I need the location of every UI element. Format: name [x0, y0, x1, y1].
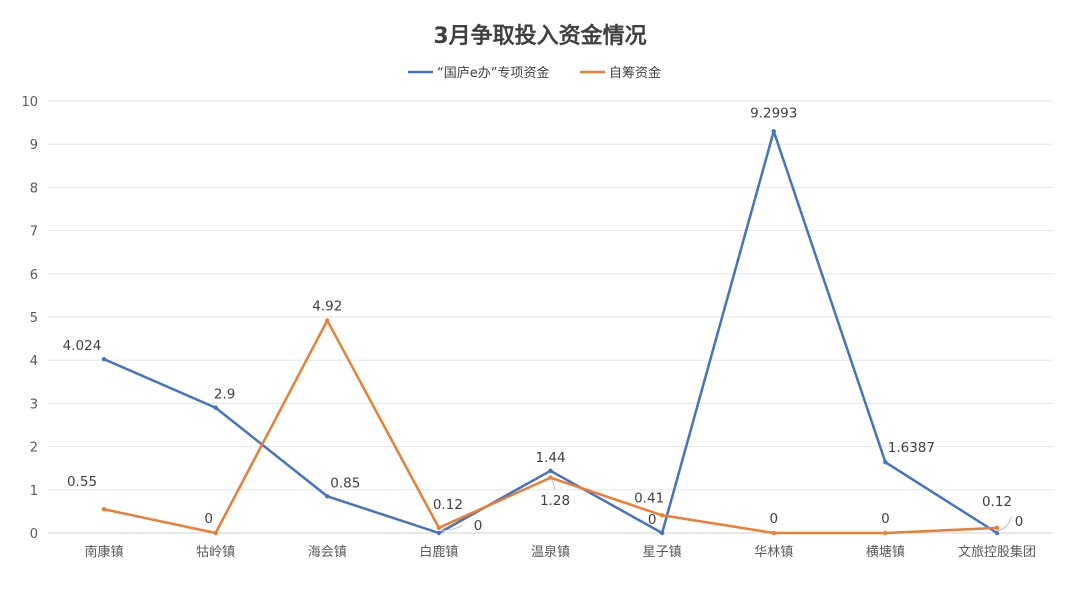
data-point	[994, 525, 1000, 531]
data-point	[659, 530, 665, 536]
y-tick-label: 2	[30, 441, 38, 456]
gridlines	[48, 100, 1053, 534]
label-leader	[549, 478, 556, 491]
data-label: 0.85	[330, 475, 360, 491]
data-label: 9.2993	[750, 105, 797, 121]
y-axis: 0 1 2 3 4 5 6 7 8 9 10	[21, 95, 38, 542]
label-leader	[439, 524, 463, 532]
x-tick-label: 海会镇	[308, 545, 347, 560]
data-label: 0	[769, 511, 778, 527]
y-tick-label: 6	[30, 268, 38, 283]
data-label: 0	[204, 511, 213, 527]
data-point	[883, 530, 888, 536]
x-tick-label: 横塘镇	[866, 544, 905, 560]
data-label: 0	[881, 511, 890, 527]
data-point	[213, 405, 218, 410]
x-tick-label: 南康镇	[84, 544, 123, 560]
data-label: 2.9	[214, 387, 235, 403]
data-label: 0	[474, 518, 483, 534]
data-point	[101, 507, 107, 512]
y-tick-label: 4	[30, 354, 38, 369]
data-point	[771, 129, 776, 134]
data-label: 0.55	[67, 474, 97, 490]
data-label: 0.12	[433, 497, 463, 513]
data-label: 1.28	[540, 493, 570, 509]
data-point	[325, 494, 330, 499]
data-label: 0.41	[634, 490, 664, 506]
label-leader-lines	[439, 478, 1012, 532]
x-tick-label: 星子镇	[643, 545, 682, 560]
legend: “国庐e办”专项资金 自筹资金	[408, 65, 661, 81]
data-label: 0	[1015, 514, 1024, 530]
x-tick-label: 温泉镇	[531, 544, 570, 560]
data-label: 0	[648, 512, 657, 528]
data-point	[883, 460, 888, 465]
data-point	[213, 530, 218, 536]
legend-label-series-1: “国庐e办”专项资金	[437, 65, 549, 81]
label-leader	[996, 516, 1012, 532]
y-tick-label: 3	[30, 397, 38, 412]
y-tick-label: 7	[30, 225, 38, 240]
y-tick-label: 9	[30, 138, 38, 153]
legend-label-series-2: 自筹资金	[609, 65, 661, 81]
data-point	[325, 318, 330, 323]
data-label: 4.92	[312, 298, 342, 314]
data-point	[548, 468, 553, 473]
x-tick-label: 牯岭镇	[196, 545, 235, 560]
y-tick-label: 8	[30, 181, 38, 196]
data-label: 1.44	[535, 450, 565, 466]
data-label: 0.12	[982, 494, 1012, 510]
x-tick-label: 文旅控股集团	[958, 544, 1036, 560]
x-axis: 南康镇 牯岭镇 海会镇 白鹿镇 温泉镇 星子镇 华林镇 横塘镇 文旅控股集团	[84, 544, 1036, 560]
series-lines	[101, 129, 1000, 536]
data-label: 4.024	[63, 338, 102, 354]
y-tick-label: 10	[21, 95, 38, 110]
data-point	[436, 525, 442, 531]
data-labels: 4.024 2.9 0.85 0 1.44 0 9.2993 1.6387 0 0.55 0 4.92…	[63, 105, 1024, 534]
data-point	[659, 513, 665, 518]
data-point	[101, 356, 107, 362]
x-tick-label: 华林镇	[754, 545, 793, 560]
data-point	[436, 530, 442, 536]
data-point	[994, 530, 1000, 536]
y-tick-label: 1	[30, 484, 38, 499]
data-point	[771, 530, 776, 536]
y-tick-label: 5	[30, 311, 38, 326]
data-label: 1.6387	[888, 440, 935, 456]
x-tick-label: 白鹿镇	[419, 544, 458, 560]
y-tick-label: 0	[30, 527, 38, 542]
chart-title: 3月争取投入资金情况	[433, 23, 646, 49]
